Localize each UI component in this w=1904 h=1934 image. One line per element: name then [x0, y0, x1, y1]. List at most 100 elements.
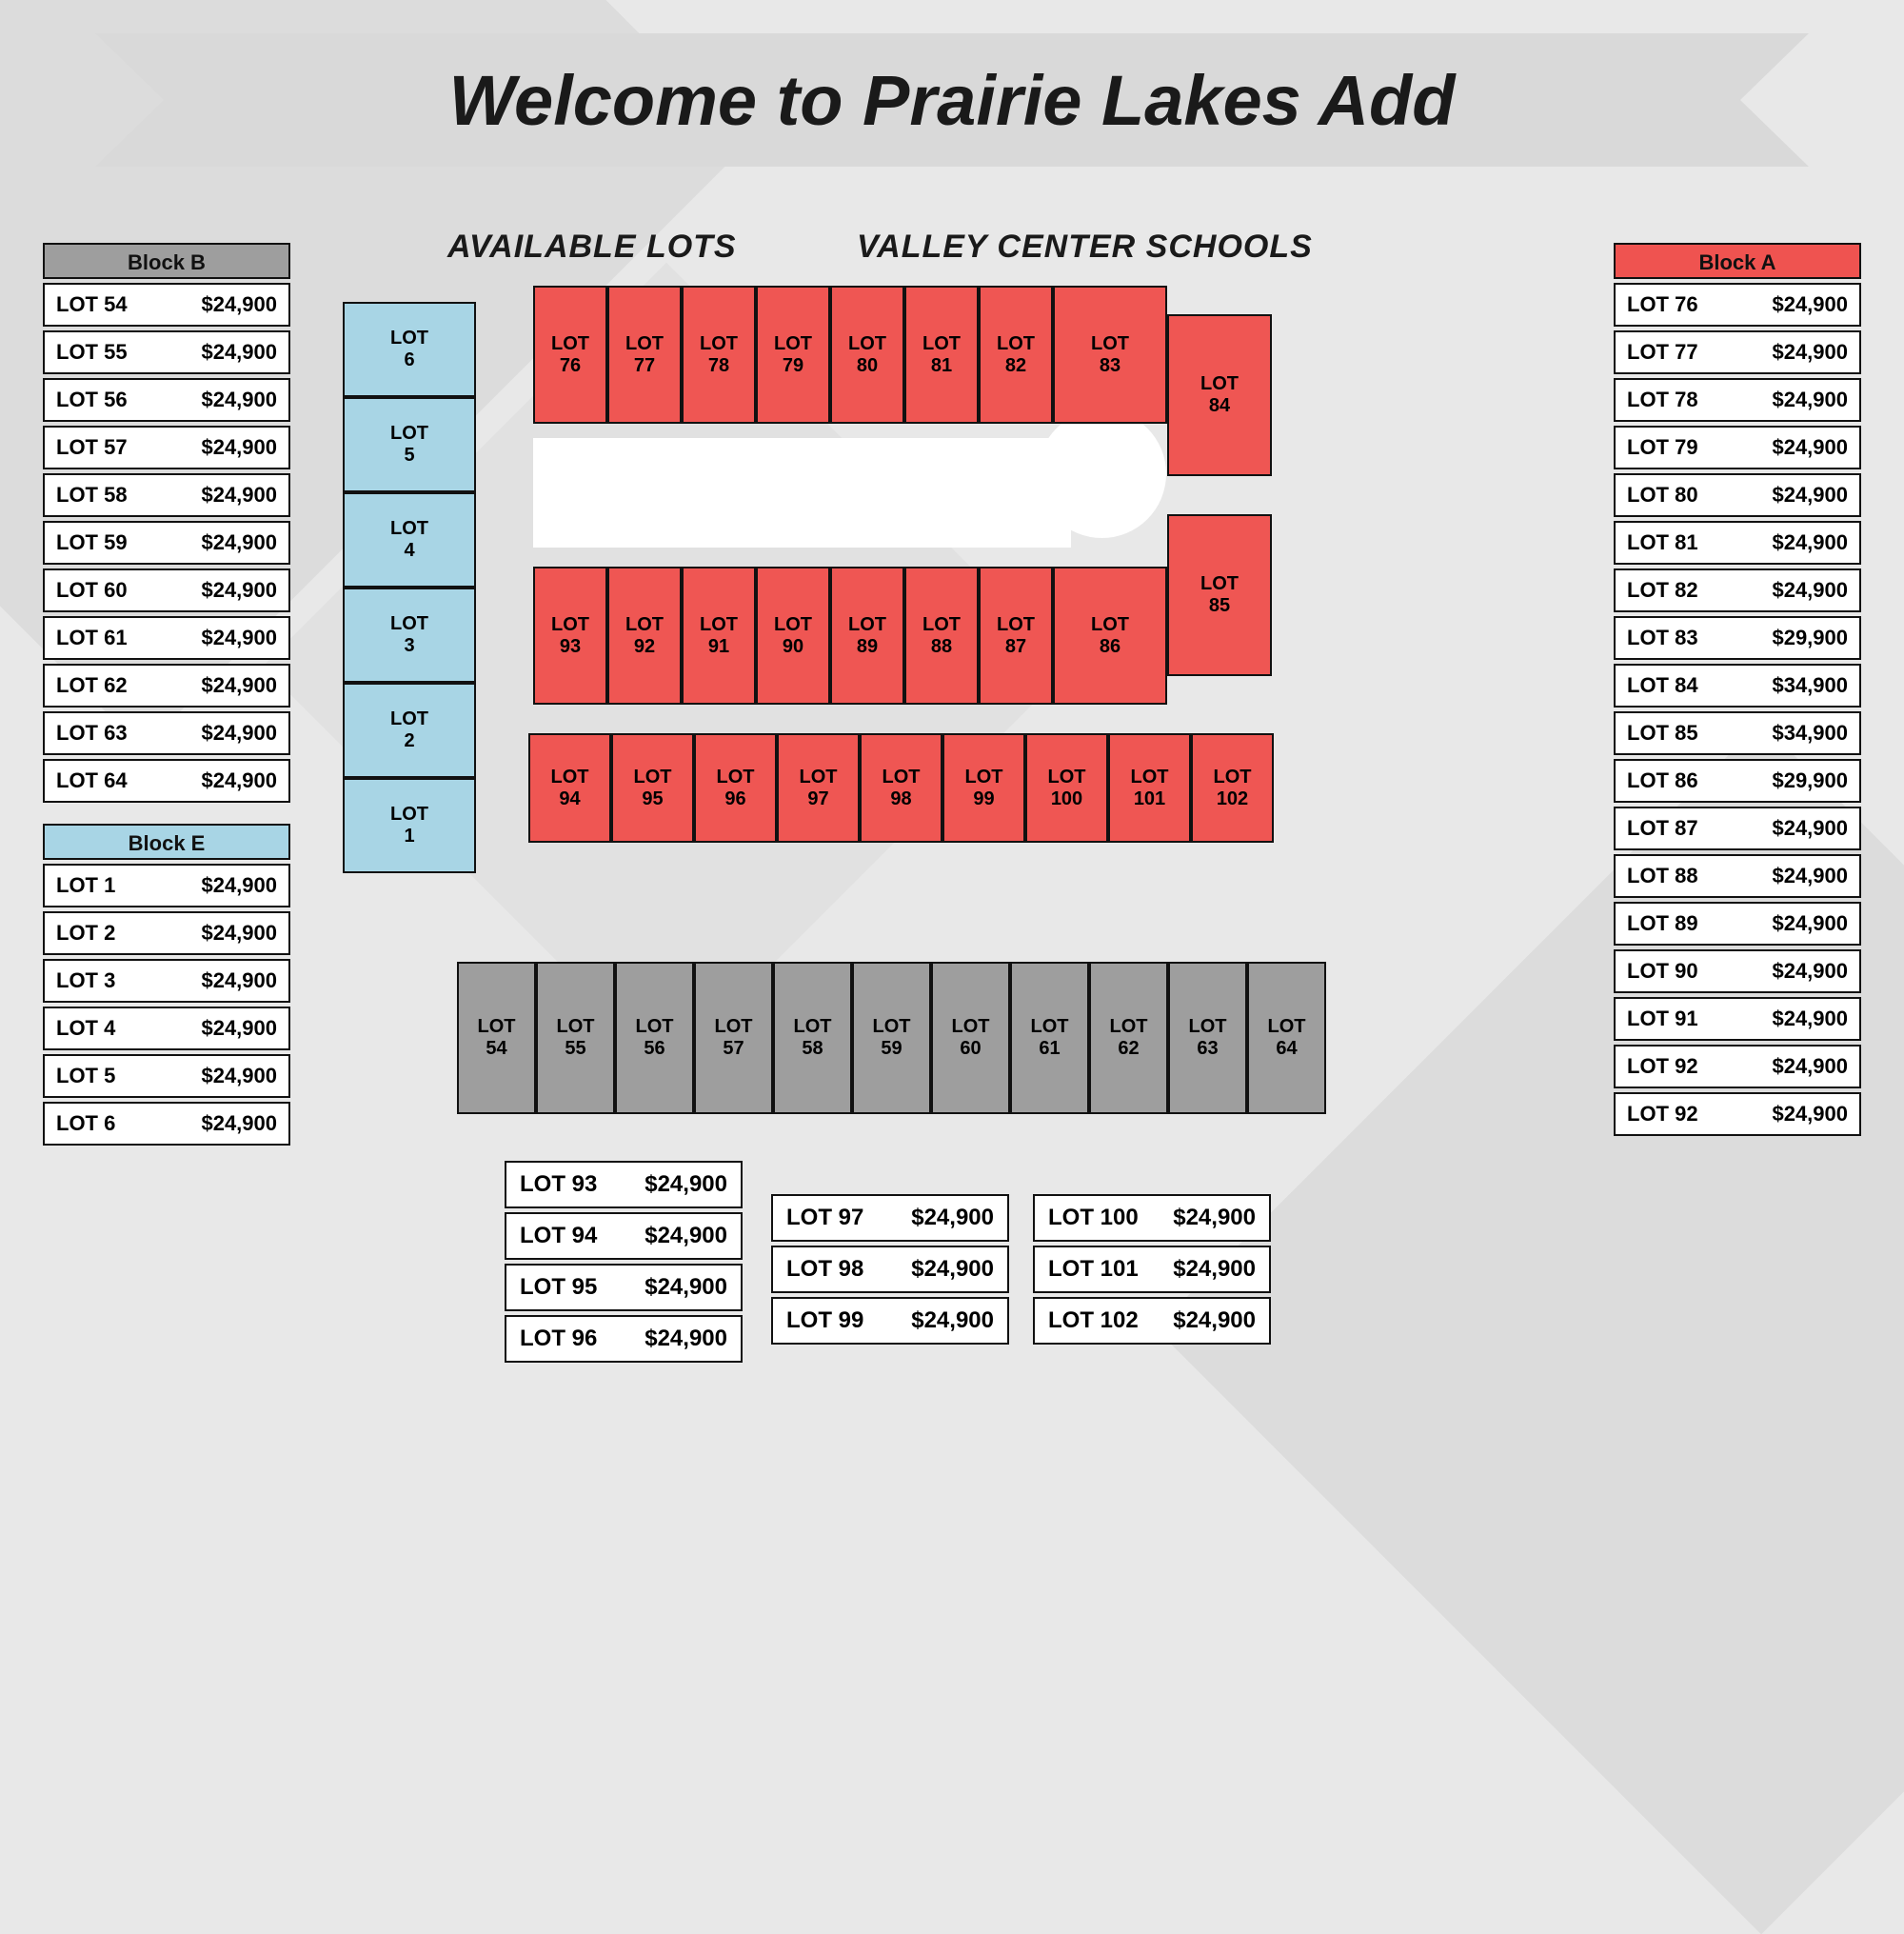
plat-lot: LOT62	[1089, 962, 1168, 1114]
plat-lot: LOT95	[611, 733, 694, 843]
price-row: LOT 3 $24,900	[43, 959, 290, 1003]
plat-lot: LOT79	[756, 286, 830, 424]
lot-price: $24,900	[1772, 1007, 1848, 1031]
price-row: LOT 1 $24,900	[43, 864, 290, 907]
mini-price-table: LOT 100 $24,900 LOT 101 $24,900 LOT 102 …	[1033, 1190, 1271, 1345]
lot-label: LOT 78	[1627, 388, 1698, 412]
price-row: LOT 88 $24,900	[1614, 854, 1861, 898]
lot-label: LOT 86	[1627, 768, 1698, 793]
price-row: LOT 5 $24,900	[43, 1054, 290, 1098]
price-row: LOT 61 $24,900	[43, 616, 290, 660]
plat-lot: LOT80	[830, 286, 904, 424]
price-row: LOT 97 $24,900	[771, 1194, 1009, 1242]
lot-label: LOT 1	[56, 873, 115, 898]
panel-block-b: Block B LOT 54 $24,900 LOT 55 $24,900 LO…	[43, 243, 290, 803]
lot-label: LOT 87	[1627, 816, 1698, 841]
lot-price: $24,900	[201, 873, 277, 898]
lot-label: LOT 93	[520, 1171, 597, 1198]
lot-label: LOT 55	[56, 340, 128, 365]
panel-block-e: Block E LOT 1 $24,900 LOT 2 $24,900 LOT …	[43, 824, 290, 1146]
plat-lot: LOT82	[979, 286, 1053, 424]
lot-label: LOT 64	[56, 768, 128, 793]
lot-price: $24,900	[1772, 483, 1848, 508]
price-row: LOT 101 $24,900	[1033, 1246, 1271, 1293]
panel-header: Block B	[43, 243, 290, 279]
lot-price: $24,900	[1772, 388, 1848, 412]
price-row: LOT 55 $24,900	[43, 330, 290, 374]
price-row: LOT 92 $24,900	[1614, 1092, 1861, 1136]
lot-label: LOT 98	[786, 1256, 863, 1283]
price-row: LOT 6 $24,900	[43, 1102, 290, 1146]
lot-price: $24,900	[645, 1274, 727, 1301]
price-row: LOT 79 $24,900	[1614, 426, 1861, 469]
price-row: LOT 54 $24,900	[43, 283, 290, 327]
lot-price: $24,900	[1772, 1054, 1848, 1079]
lot-price: $24,900	[1772, 864, 1848, 888]
lot-label: LOT 77	[1627, 340, 1698, 365]
price-row: LOT 102 $24,900	[1033, 1297, 1271, 1345]
lot-price: $24,900	[1772, 911, 1848, 936]
plat-lot: LOT90	[756, 567, 830, 705]
panel-block-a: Block A LOT 76 $24,900 LOT 77 $24,900 LO…	[1614, 243, 1861, 1136]
lot-price: $24,900	[1772, 959, 1848, 984]
lot-label: LOT 99	[786, 1307, 863, 1334]
price-row: LOT 90 $24,900	[1614, 949, 1861, 993]
plat-lot: LOT3	[343, 588, 476, 683]
lot-label: LOT 63	[56, 721, 128, 746]
price-row: LOT 63 $24,900	[43, 711, 290, 755]
lot-price: $24,900	[1173, 1205, 1256, 1231]
lot-label: LOT 3	[56, 968, 115, 993]
cul-de-sac	[1038, 409, 1166, 538]
plat-lot: LOT98	[860, 733, 942, 843]
lot-price: $24,900	[201, 292, 277, 317]
lot-price: $24,900	[201, 340, 277, 365]
lot-label: LOT 59	[56, 530, 128, 555]
price-row: LOT 98 $24,900	[771, 1246, 1009, 1293]
price-row: LOT 83 $29,900	[1614, 616, 1861, 660]
price-row: LOT 56 $24,900	[43, 378, 290, 422]
lot-label: LOT 85	[1627, 721, 1698, 746]
plat-lot: LOT2	[343, 683, 476, 778]
plat-lot: LOT83	[1053, 286, 1167, 424]
lot-label: LOT 84	[1627, 673, 1698, 698]
price-row: LOT 87 $24,900	[1614, 807, 1861, 850]
lot-price: $24,900	[1772, 292, 1848, 317]
lot-label: LOT 56	[56, 388, 128, 412]
lot-label: LOT 94	[520, 1223, 597, 1249]
lot-label: LOT 102	[1048, 1307, 1139, 1334]
lot-label: LOT 6	[56, 1111, 115, 1136]
lot-label: LOT 60	[56, 578, 128, 603]
plat-lot: LOT100	[1025, 733, 1108, 843]
plat-lot: LOT1	[343, 778, 476, 873]
plat-lot: LOT89	[830, 567, 904, 705]
price-row: LOT 95 $24,900	[505, 1264, 743, 1311]
lot-price: $24,900	[201, 530, 277, 555]
lot-label: LOT 76	[1627, 292, 1698, 317]
price-row: LOT 94 $24,900	[505, 1212, 743, 1260]
lot-price: $24,900	[201, 1016, 277, 1041]
lot-price: $24,900	[201, 721, 277, 746]
price-row: LOT 60 $24,900	[43, 568, 290, 612]
plat-lot: LOT54	[457, 962, 536, 1114]
plat-lot: LOT92	[607, 567, 682, 705]
panel-header: Block E	[43, 824, 290, 860]
lot-price: $24,900	[911, 1256, 994, 1283]
lot-label: LOT 54	[56, 292, 128, 317]
price-row: LOT 4 $24,900	[43, 1007, 290, 1050]
lot-label: LOT 62	[56, 673, 128, 698]
price-row: LOT 2 $24,900	[43, 911, 290, 955]
plat-lot: LOT101	[1108, 733, 1191, 843]
lot-price: $24,900	[201, 388, 277, 412]
lot-label: LOT 80	[1627, 483, 1698, 508]
lot-label: LOT 92	[1627, 1102, 1698, 1127]
plat-lot: LOT59	[852, 962, 931, 1114]
plat-lot: LOT55	[536, 962, 615, 1114]
road	[533, 438, 1071, 548]
lot-price: $24,900	[201, 968, 277, 993]
plat-lot: LOT86	[1053, 567, 1167, 705]
lot-price: $29,900	[1772, 626, 1848, 650]
plat-lot: LOT61	[1010, 962, 1089, 1114]
price-row: LOT 59 $24,900	[43, 521, 290, 565]
price-row: LOT 86 $29,900	[1614, 759, 1861, 803]
plat-lot: LOT4	[343, 492, 476, 588]
